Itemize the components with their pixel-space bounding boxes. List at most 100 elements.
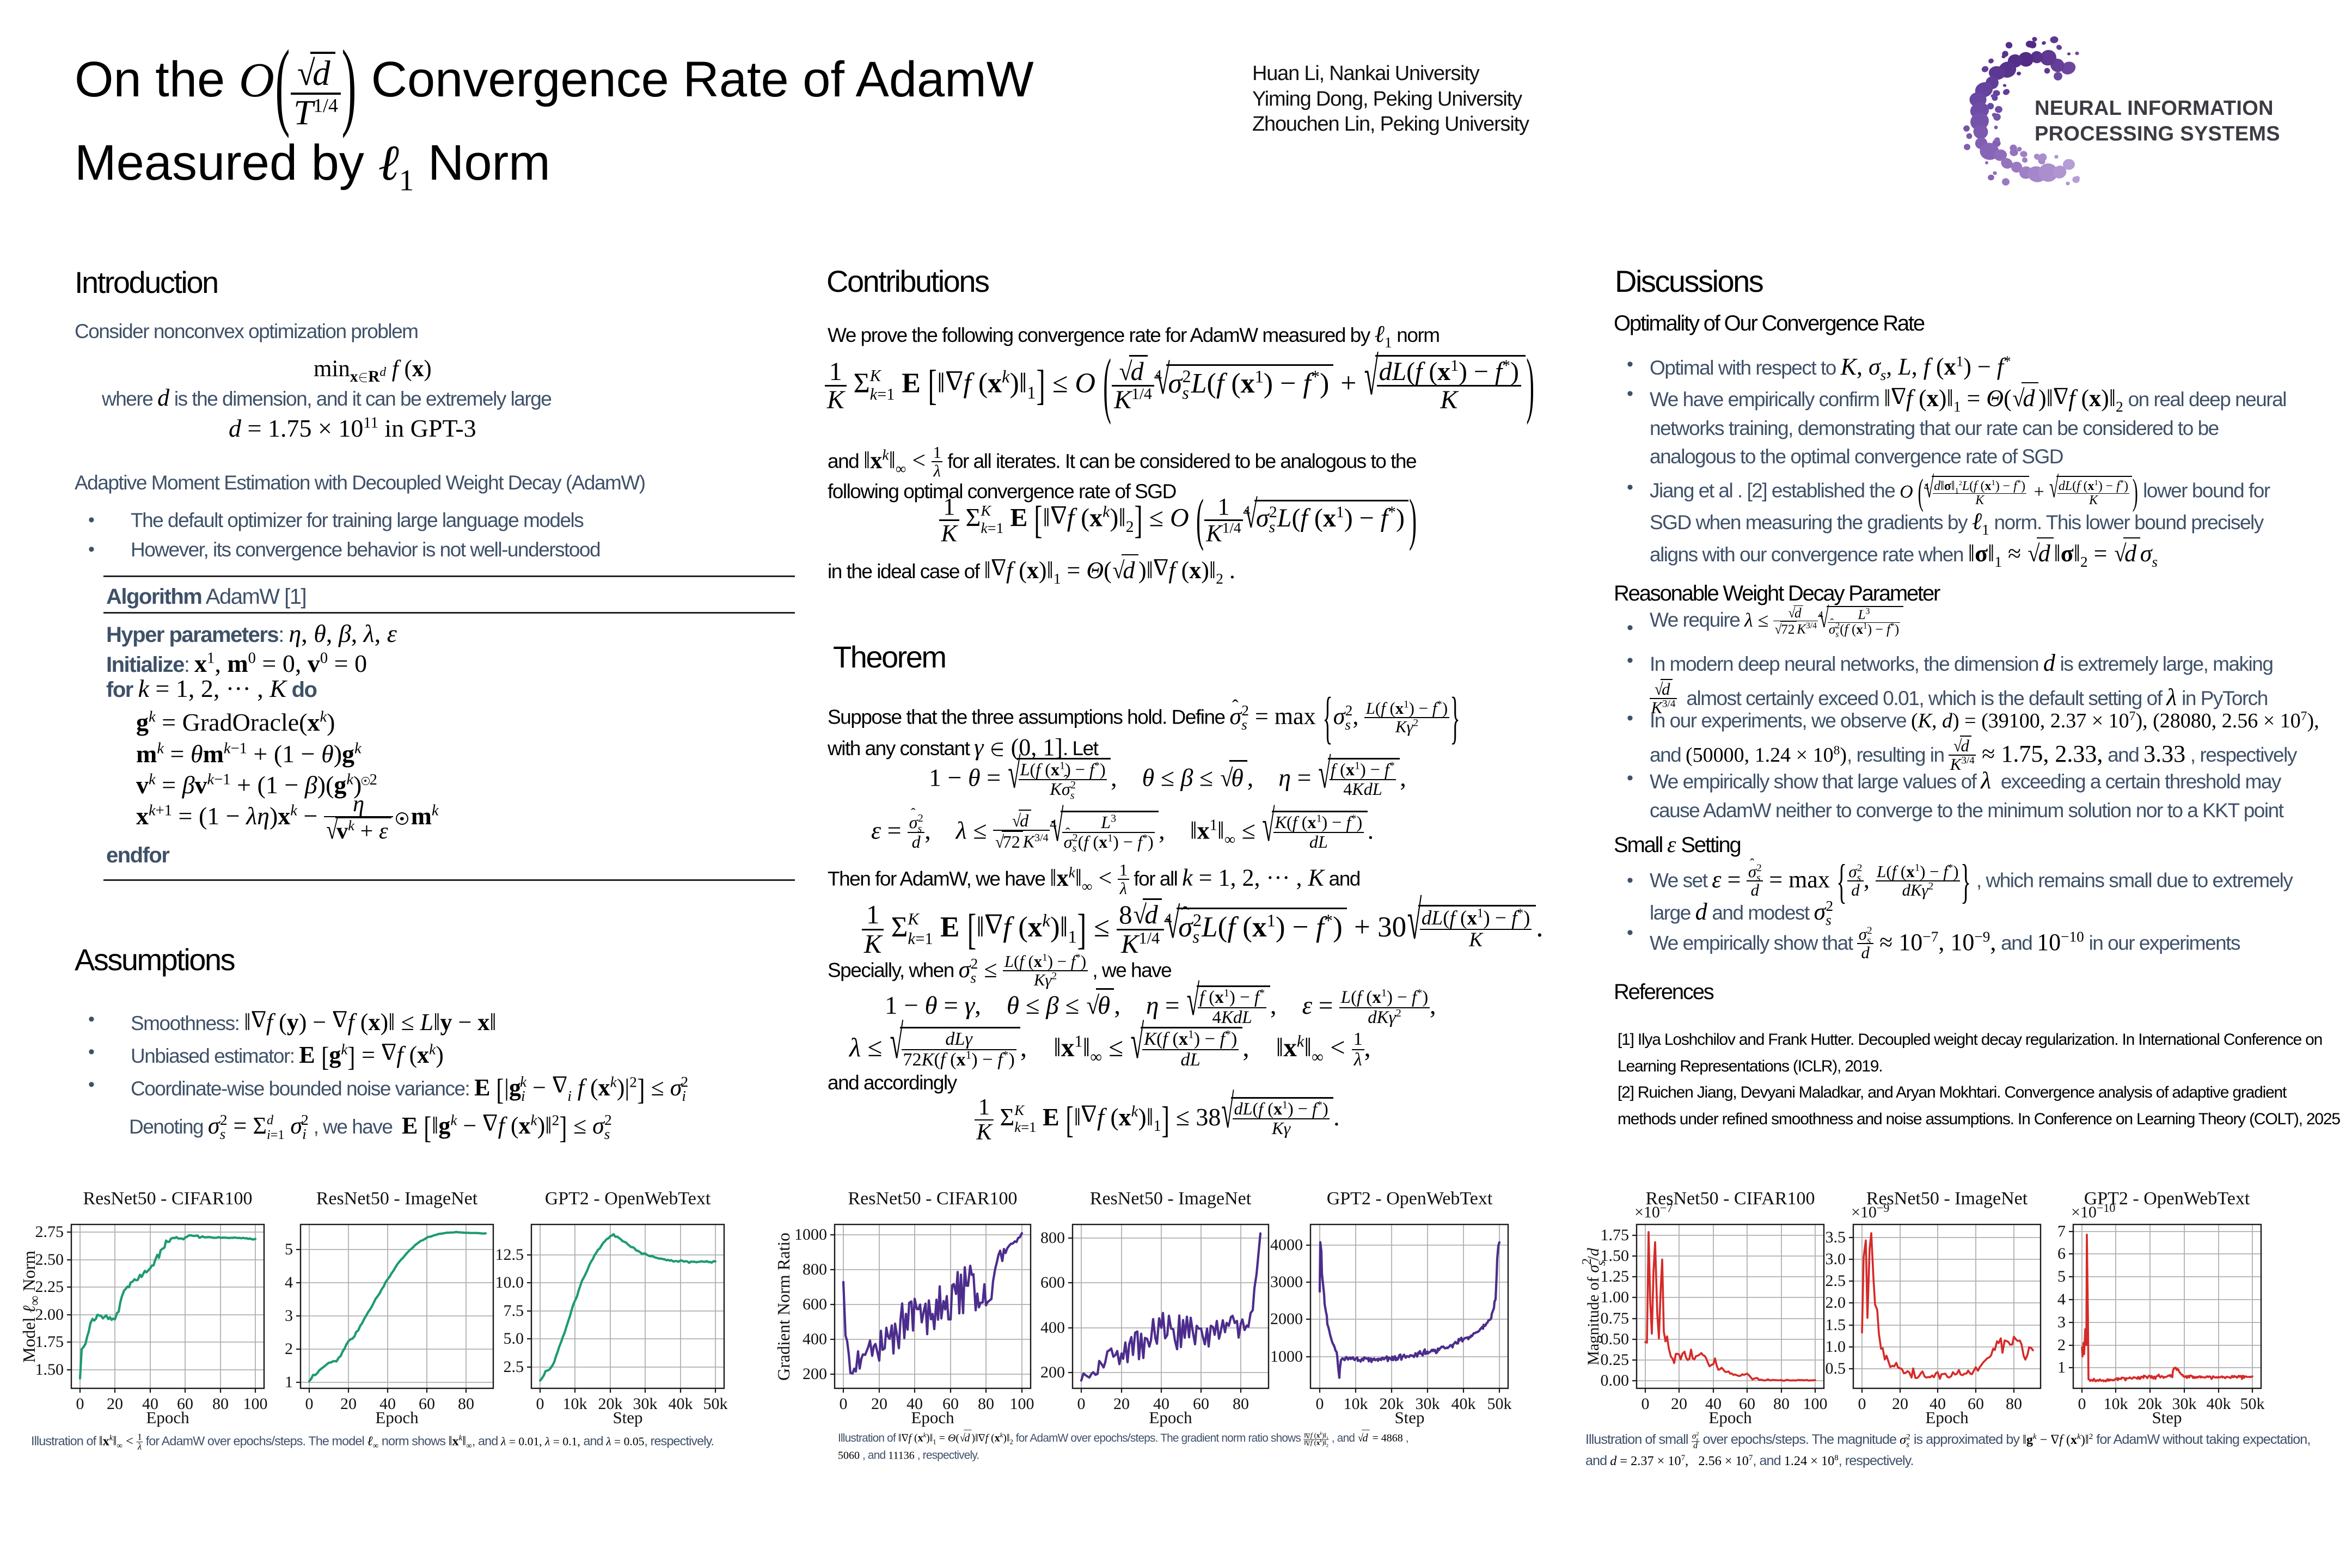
svg-text:2.75: 2.75 <box>35 1223 64 1241</box>
svg-text:100: 100 <box>1803 1395 1828 1413</box>
svg-text:20: 20 <box>340 1395 357 1413</box>
svg-text:0.50: 0.50 <box>1601 1330 1630 1348</box>
svg-text:60: 60 <box>942 1395 959 1413</box>
svg-text:40k: 40k <box>1451 1395 1476 1413</box>
svg-text:1.5: 1.5 <box>1826 1316 1846 1334</box>
svg-text:4: 4 <box>2057 1290 2066 1308</box>
svg-text:200: 200 <box>1040 1363 1065 1381</box>
svg-text:1000: 1000 <box>1270 1347 1303 1365</box>
svg-text:×10−10: ×10−10 <box>2071 1201 2115 1221</box>
svg-text:20k: 20k <box>2138 1395 2163 1413</box>
svg-text:30k: 30k <box>1416 1395 1440 1413</box>
svg-text:80: 80 <box>458 1395 474 1413</box>
svg-text:0: 0 <box>2078 1395 2086 1413</box>
svg-text:0: 0 <box>76 1395 84 1413</box>
svg-text:GPT2 - OpenWebText: GPT2 - OpenWebText <box>545 1189 711 1209</box>
svg-text:40: 40 <box>379 1395 396 1413</box>
svg-text:1: 1 <box>285 1373 293 1391</box>
svg-text:1000: 1000 <box>794 1226 827 1244</box>
svg-text:×10−9: ×10−9 <box>1851 1201 1889 1221</box>
svg-text:4: 4 <box>285 1273 293 1291</box>
svg-text:Epoch: Epoch <box>146 1408 189 1427</box>
svg-text:40: 40 <box>1930 1395 1946 1413</box>
svg-text:0: 0 <box>305 1395 314 1413</box>
svg-text:0.75: 0.75 <box>1601 1309 1630 1327</box>
svg-text:ResNet50 - CIFAR100: ResNet50 - CIFAR100 <box>848 1189 1017 1209</box>
svg-text:ResNet50 - CIFAR100: ResNet50 - CIFAR100 <box>83 1189 252 1209</box>
svg-text:Step: Step <box>2152 1408 2182 1427</box>
svg-text:40: 40 <box>906 1395 923 1413</box>
svg-text:Epoch: Epoch <box>911 1408 954 1427</box>
svg-text:800: 800 <box>803 1260 827 1278</box>
svg-text:80: 80 <box>978 1395 994 1413</box>
svg-text:2.50: 2.50 <box>35 1251 64 1269</box>
svg-text:Epoch: Epoch <box>1149 1408 1192 1427</box>
svg-text:0.5: 0.5 <box>1826 1359 1846 1377</box>
svg-text:3.5: 3.5 <box>1826 1228 1846 1246</box>
svg-text:GPT2 - OpenWebText: GPT2 - OpenWebText <box>2084 1189 2250 1209</box>
svg-text:100: 100 <box>1010 1395 1034 1413</box>
svg-text:600: 600 <box>1040 1273 1065 1291</box>
svg-text:ResNet50 - ImageNet: ResNet50 - ImageNet <box>316 1189 478 1209</box>
svg-text:60: 60 <box>1968 1395 1984 1413</box>
svg-text:GPT2 - OpenWebText: GPT2 - OpenWebText <box>1327 1189 1493 1209</box>
svg-text:80: 80 <box>2006 1395 2022 1413</box>
svg-text:2.5: 2.5 <box>504 1358 524 1376</box>
svg-text:12.5: 12.5 <box>495 1246 524 1264</box>
svg-text:0: 0 <box>840 1395 848 1413</box>
svg-text:20: 20 <box>107 1395 123 1413</box>
svg-text:2.5: 2.5 <box>1826 1272 1846 1290</box>
svg-text:20k: 20k <box>1380 1395 1404 1413</box>
svg-text:0.25: 0.25 <box>1601 1351 1630 1369</box>
svg-text:20k: 20k <box>598 1395 623 1413</box>
svg-text:80: 80 <box>1233 1395 1249 1413</box>
svg-text:400: 400 <box>803 1330 827 1348</box>
svg-text:1.00: 1.00 <box>1601 1288 1630 1306</box>
svg-text:10.0: 10.0 <box>495 1273 524 1291</box>
svg-text:Epoch: Epoch <box>1708 1408 1752 1427</box>
svg-text:2: 2 <box>285 1340 293 1358</box>
svg-text:0: 0 <box>1858 1395 1866 1413</box>
svg-text:30k: 30k <box>2172 1395 2197 1413</box>
svg-text:1.50: 1.50 <box>35 1361 64 1379</box>
svg-text:4000: 4000 <box>1270 1236 1303 1254</box>
svg-text:20: 20 <box>1113 1395 1130 1413</box>
svg-text:5: 5 <box>2057 1267 2066 1285</box>
svg-text:5.0: 5.0 <box>504 1330 524 1347</box>
svg-text:2.25: 2.25 <box>35 1278 64 1296</box>
svg-text:Epoch: Epoch <box>375 1408 419 1427</box>
svg-text:40: 40 <box>142 1395 158 1413</box>
svg-text:50k: 50k <box>1487 1395 1512 1413</box>
svg-text:80: 80 <box>212 1395 229 1413</box>
svg-text:Gradient Norm Ratio: Gradient Norm Ratio <box>774 1233 793 1381</box>
svg-text:ResNet50 - ImageNet: ResNet50 - ImageNet <box>1090 1189 1252 1209</box>
svg-text:600: 600 <box>803 1295 827 1313</box>
svg-text:80: 80 <box>1773 1395 1790 1413</box>
svg-text:20: 20 <box>1671 1395 1687 1413</box>
svg-text:200: 200 <box>803 1365 827 1383</box>
svg-text:800: 800 <box>1040 1229 1065 1247</box>
svg-text:Step: Step <box>612 1408 642 1427</box>
svg-text:Step: Step <box>1394 1408 1424 1427</box>
svg-text:5: 5 <box>285 1240 293 1258</box>
svg-text:60: 60 <box>1739 1395 1755 1413</box>
svg-text:2.00: 2.00 <box>35 1306 64 1324</box>
svg-text:40: 40 <box>1705 1395 1722 1413</box>
svg-text:2: 2 <box>2057 1336 2066 1354</box>
svg-text:3000: 3000 <box>1270 1273 1303 1291</box>
svg-text:10k: 10k <box>563 1395 587 1413</box>
svg-text:×10−7: ×10−7 <box>1634 1201 1673 1221</box>
svg-text:60: 60 <box>419 1395 435 1413</box>
svg-text:2000: 2000 <box>1270 1310 1303 1328</box>
svg-text:400: 400 <box>1040 1319 1065 1337</box>
svg-text:ResNet50 - ImageNet: ResNet50 - ImageNet <box>1866 1189 2028 1209</box>
svg-text:7: 7 <box>2057 1222 2066 1240</box>
svg-text:10k: 10k <box>1344 1395 1368 1413</box>
svg-text:50k: 50k <box>2240 1395 2265 1413</box>
svg-text:3.0: 3.0 <box>1826 1250 1846 1268</box>
svg-text:0: 0 <box>1316 1395 1324 1413</box>
svg-text:50k: 50k <box>703 1395 728 1413</box>
svg-text:40k: 40k <box>2207 1395 2231 1413</box>
svg-text:0.00: 0.00 <box>1601 1371 1630 1389</box>
svg-text:3: 3 <box>2057 1313 2066 1331</box>
